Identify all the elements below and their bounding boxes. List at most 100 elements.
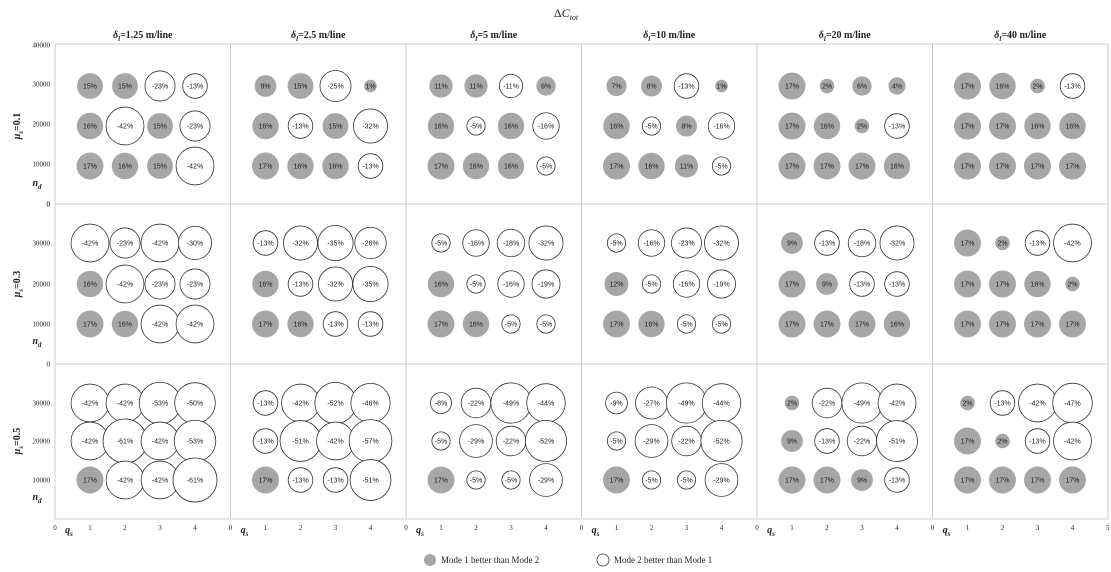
- x-tick-label: 4: [544, 524, 548, 532]
- bubble-mode1: [603, 112, 630, 140]
- bubble-label: -51%: [362, 478, 378, 485]
- bubble-mode1: [778, 466, 806, 494]
- x-tick-label: 2: [1001, 524, 1005, 532]
- bubble-label: -5%: [540, 164, 552, 171]
- x-tick-label: 1: [439, 524, 443, 532]
- bubble-mode2: [606, 431, 627, 451]
- bubble-mode1: [781, 430, 803, 452]
- x-tick-label: 0: [931, 524, 935, 532]
- bubble-mode2: [676, 470, 697, 490]
- bubble-label: 17%: [960, 322, 974, 329]
- bubble-label: 4%: [892, 84, 902, 91]
- bubble-mode1: [813, 112, 841, 140]
- bubble-mode2: [496, 228, 526, 258]
- plot-area: δl=1.25 m/line δl=2.5 m/line δl=5 m/line δl…: [12, 30, 1110, 538]
- bubble-label: -23%: [152, 84, 168, 91]
- bubble-label: -5%: [610, 241, 622, 248]
- bubble-label: -52%: [538, 439, 554, 446]
- x-tick-label: 4: [1071, 524, 1075, 532]
- bubble-mode2: [501, 314, 521, 334]
- bubble-label: 15%: [118, 84, 132, 91]
- bubble-label: 17%: [785, 84, 799, 91]
- bubble-mode2: [317, 224, 354, 262]
- bubble-mode2: [179, 268, 211, 300]
- legend-label-mode1: Mode 1 better than Mode 2: [441, 555, 539, 565]
- x-tick-label: 3: [509, 524, 513, 532]
- bubble-label: 16%: [644, 322, 658, 329]
- bubble-mode1: [427, 152, 455, 180]
- bubble-mode1: [1059, 112, 1086, 140]
- bubble-label: 11%: [680, 164, 694, 171]
- bubble-label: 16%: [328, 164, 342, 171]
- bubble-mode2: [641, 116, 662, 136]
- bubble-mode1: [819, 78, 835, 94]
- bubble-label: 17%: [785, 124, 799, 131]
- bubble-label: 16%: [1030, 282, 1044, 289]
- bubble-label: 17%: [83, 478, 97, 485]
- bubble-label: -5%: [645, 282, 657, 289]
- bubble-label: 7%: [611, 84, 621, 91]
- bubble-mode1: [989, 152, 1016, 180]
- x-axis-label: qs: [767, 525, 775, 538]
- y-tick-label: 0: [47, 201, 51, 209]
- bubble-mode1: [252, 466, 279, 494]
- x-tick-label: 2: [474, 524, 478, 532]
- bubble-mode1: [1024, 112, 1051, 140]
- bubble-label: 1%: [716, 84, 726, 91]
- x-tick-label: 4: [193, 524, 197, 532]
- bubble-mode2: [707, 269, 736, 299]
- bubble-label: -5%: [715, 164, 727, 171]
- bubble-mode2: [109, 227, 141, 259]
- column-title: δl=2.5 m/line: [291, 30, 346, 43]
- bubble-mode1: [287, 152, 314, 180]
- bubble-mode2: [671, 227, 702, 259]
- bubble-label: -19%: [538, 282, 554, 289]
- bubble-mode2: [459, 424, 493, 458]
- bubble-mode2: [536, 314, 556, 334]
- bubble-label: 15%: [153, 164, 167, 171]
- column-title: δl=20 m/line: [819, 30, 872, 43]
- bubble-label: -22%: [678, 439, 694, 446]
- bubble-label: -16%: [643, 241, 659, 248]
- bubble-label: -29%: [713, 478, 729, 485]
- y-tick-label: 10000: [33, 161, 51, 169]
- bubble-mode2: [884, 271, 910, 297]
- x-axis-label: qs: [943, 525, 951, 538]
- bubble-mode2: [814, 428, 840, 454]
- bubble-mode1: [995, 433, 1010, 449]
- bubble-mode1: [1059, 152, 1086, 180]
- bubble-label: 1%: [365, 84, 375, 91]
- bubble-label: 16%: [118, 322, 132, 329]
- bubble-label: 16%: [995, 84, 1009, 91]
- bubble-mode2: [319, 70, 352, 102]
- bubble-mode2: [672, 270, 701, 298]
- y-axis-label: nd: [32, 178, 42, 191]
- bubble-label: -13%: [327, 322, 343, 329]
- column-title: δl=40 m/line: [994, 30, 1047, 43]
- bubble-label: -5%: [645, 124, 657, 131]
- bubble-label: -5%: [505, 478, 517, 485]
- bubble-mode2: [252, 428, 279, 454]
- bubble-label: 17%: [258, 478, 272, 485]
- bubble-mode1: [76, 112, 104, 140]
- bubble-mode1: [1059, 310, 1086, 338]
- bubble-label: 16%: [83, 124, 97, 131]
- bubble-label: -51%: [889, 439, 905, 446]
- bubble-mode1: [989, 112, 1016, 140]
- bubble-mode2: [462, 229, 490, 257]
- bubble-label: -32%: [889, 241, 905, 248]
- bubble-mode2: [252, 390, 279, 416]
- bubble-label: -23%: [117, 241, 133, 248]
- bubble-label: -5%: [715, 322, 727, 329]
- bubble-mode1: [640, 75, 663, 97]
- bubble-mode2: [287, 467, 314, 493]
- bubble-label: -13%: [257, 439, 273, 446]
- bubble-label: -13%: [889, 124, 905, 131]
- x-tick-label: 3: [685, 524, 689, 532]
- bubble-label: -42%: [152, 478, 168, 485]
- x-tick-label: 1: [88, 524, 92, 532]
- bubble-mode1: [989, 72, 1016, 100]
- bubble-mode1: [603, 310, 630, 338]
- x-tick-label: 1: [790, 524, 794, 532]
